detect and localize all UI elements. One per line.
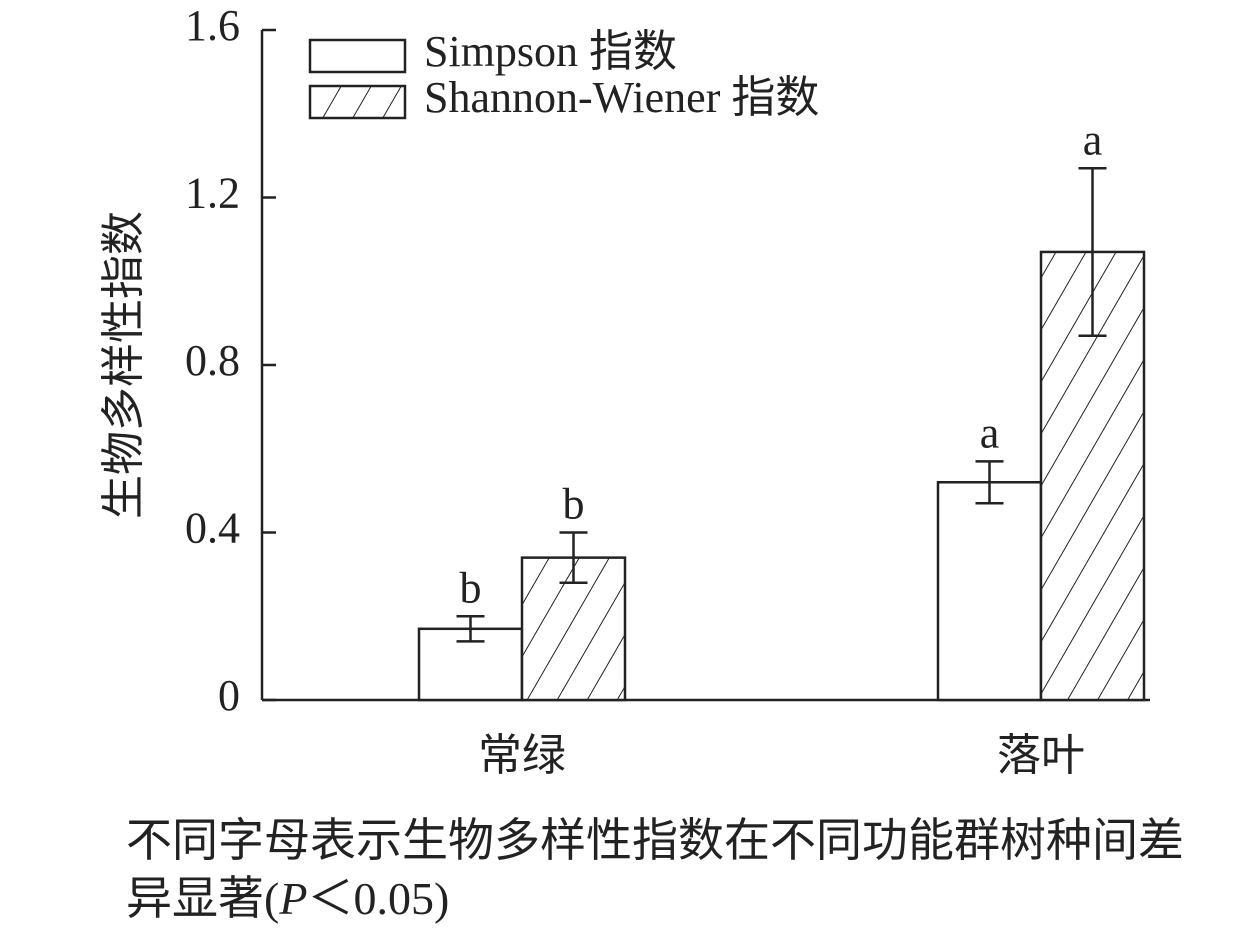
- legend-label: Simpson 指数: [424, 27, 677, 76]
- error-bar: [559, 531, 588, 584]
- y-tick-label: 0: [218, 671, 240, 720]
- significance-letter: a: [1083, 115, 1103, 164]
- bar: [936, 481, 1043, 702]
- chart: 生物多样性指数 0 0.4 0.8 1.2 1.6 常绿 b b 落叶 a a Simpson 指数S…: [99, 1, 1150, 780]
- y-axis-label: 生物多样性指数: [99, 211, 148, 519]
- note-text: ＜0.05): [307, 873, 450, 924]
- legend-swatch: [308, 38, 407, 74]
- error-bar: [456, 615, 485, 643]
- note-italic: P: [279, 873, 308, 924]
- legend-label: Shannon-Wiener 指数: [424, 73, 819, 122]
- bar: [1039, 250, 1146, 702]
- x-tick-label: 常绿: [478, 731, 566, 780]
- error-bar: [975, 460, 1004, 505]
- y-tick-label: 1.2: [185, 169, 240, 218]
- y-tick-label: 1.6: [185, 1, 240, 50]
- y-tick-label: 0.4: [185, 504, 240, 553]
- significance-letter: b: [460, 563, 482, 612]
- footnote: 不同字母表示生物多样性指数在不同功能群树种间差异显著(P＜0.05): [126, 812, 1186, 928]
- significance-letter: b: [563, 480, 585, 529]
- error-bar: [1078, 166, 1107, 337]
- legend-swatch: [308, 84, 407, 120]
- y-tick-label: 0.8: [185, 336, 240, 385]
- x-tick-label: 落叶: [997, 731, 1085, 780]
- note-text: 不同字母表示生物多样性指数在不同功能群树种间差异显著(: [126, 815, 1184, 924]
- significance-letter: a: [980, 408, 1000, 457]
